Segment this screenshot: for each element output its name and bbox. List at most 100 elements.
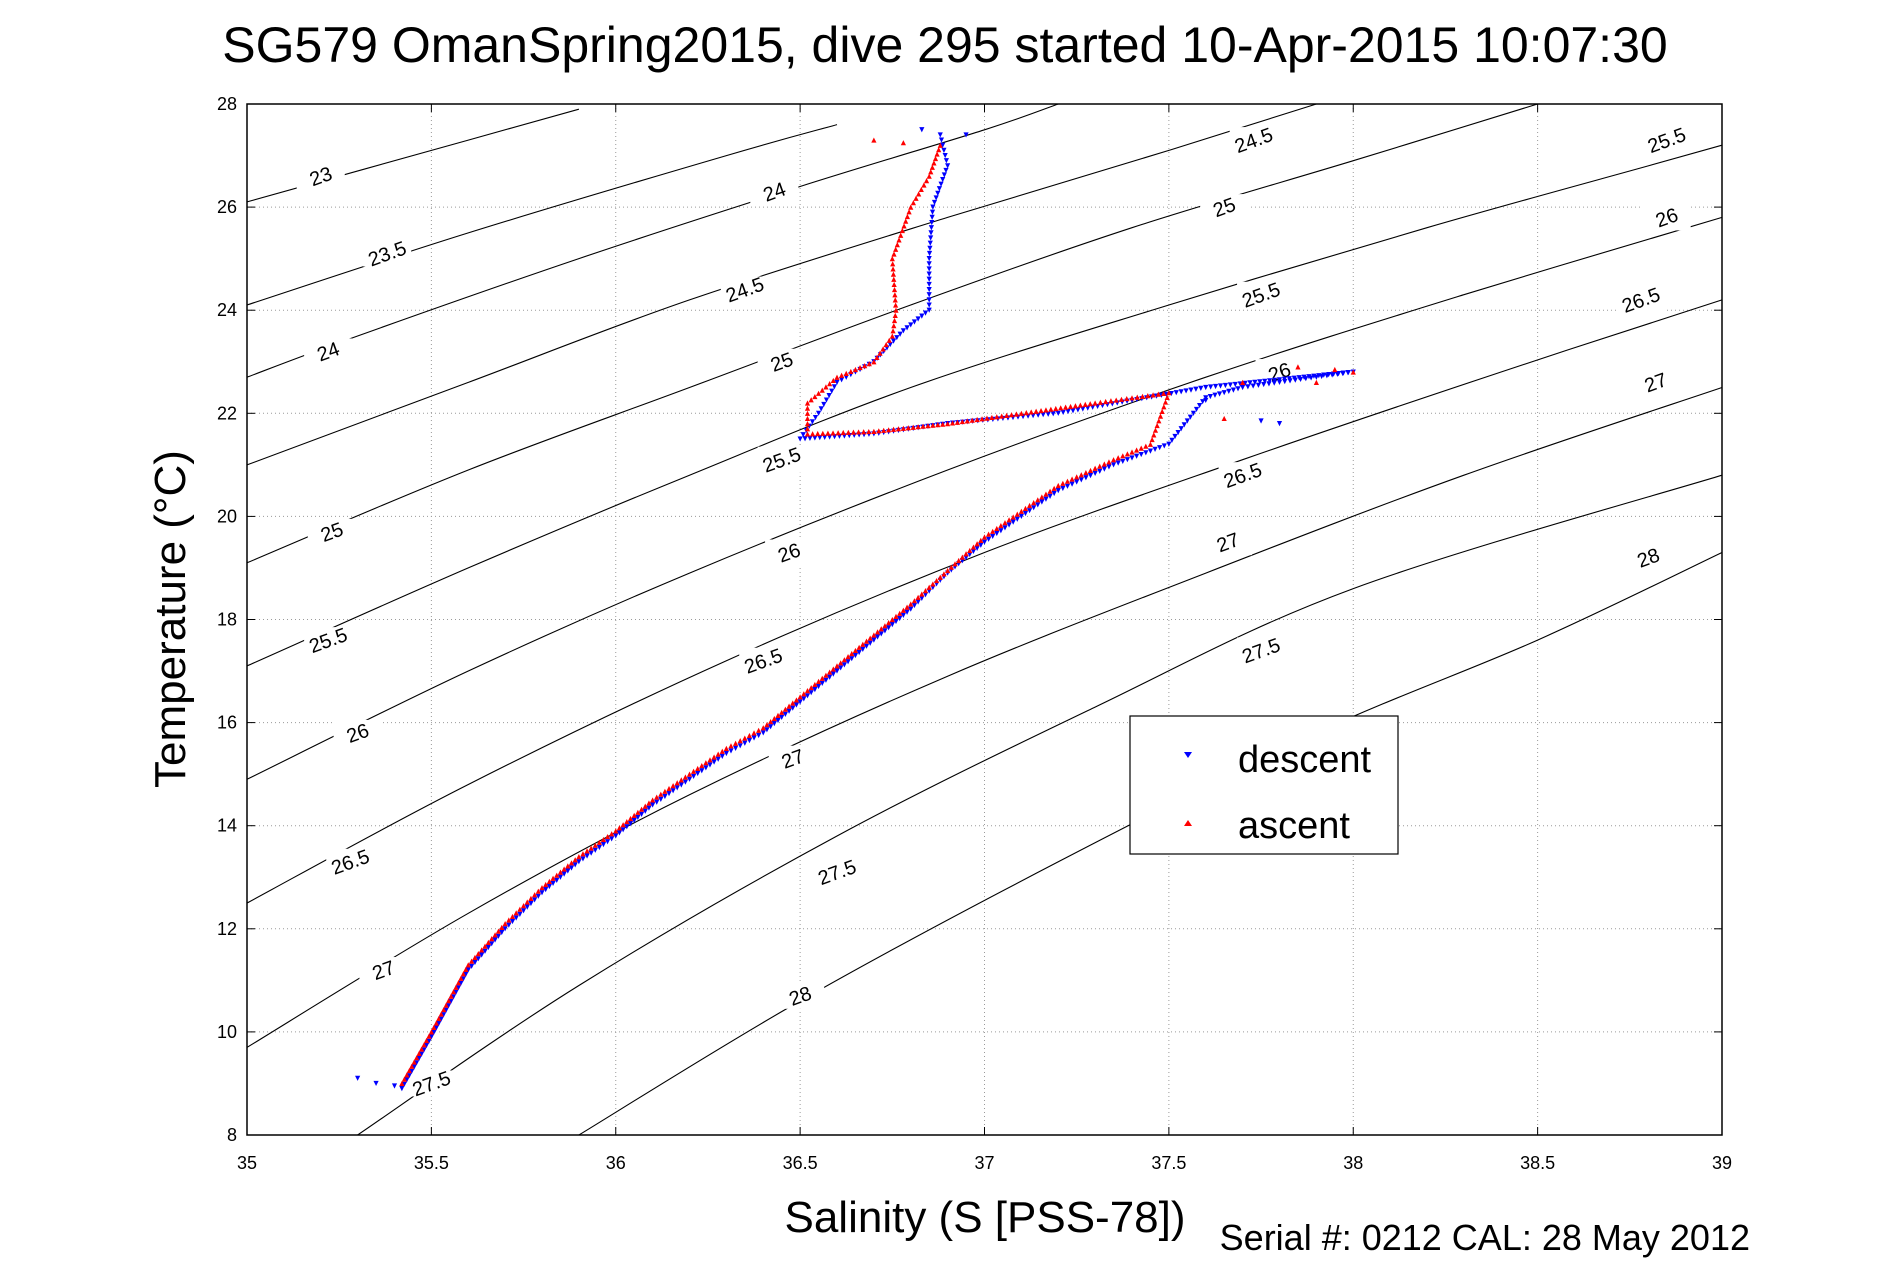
descent-point (443, 1007, 449, 1013)
descent-point (438, 1016, 444, 1022)
ascent-point (460, 971, 466, 977)
descent-point (963, 132, 969, 138)
descent-point (878, 631, 884, 637)
ascent-point (492, 932, 498, 938)
ascent-point (890, 261, 896, 267)
ascent-point (890, 426, 897, 432)
ascent-point (616, 825, 623, 831)
ascent-point (535, 888, 541, 894)
ascent-point (990, 528, 996, 534)
ascent-point (900, 607, 906, 613)
descent-point (513, 915, 519, 921)
ascent-point (1013, 411, 1020, 417)
descent-point (1060, 409, 1066, 416)
ascent-point (893, 613, 899, 620)
descent-point (1035, 502, 1041, 508)
descent-point (406, 1073, 412, 1079)
ascent-point (934, 151, 940, 157)
ascent-point (682, 774, 689, 780)
contour-label-background (296, 163, 345, 190)
descent-point (1282, 379, 1288, 385)
ascent-point (1313, 379, 1319, 385)
descent-point (414, 1060, 420, 1066)
ascent-point (926, 173, 932, 179)
descent-point (557, 874, 564, 880)
ascent-point (775, 712, 781, 718)
ascent-point (1295, 364, 1301, 370)
x-tick-label: 37 (974, 1153, 994, 1173)
ascent-point (482, 943, 488, 949)
ascent-point (949, 420, 956, 426)
ascent-point (891, 251, 897, 257)
ascent-point (465, 962, 471, 968)
descent-point (922, 592, 929, 598)
ascent-point (952, 561, 958, 567)
contour-label-background (1642, 204, 1691, 231)
ascent-point (908, 601, 914, 607)
ascent-point (974, 416, 980, 423)
ascent-point (666, 785, 672, 792)
descent-point (831, 384, 837, 390)
ascent-point (895, 426, 902, 432)
descent-point (1070, 408, 1076, 414)
descent-point (568, 865, 575, 871)
descent-point (666, 791, 672, 797)
descent-point (1222, 382, 1229, 389)
descent-point (572, 862, 578, 868)
ascent-point (804, 400, 811, 406)
density-contour-23.5 (246, 124, 838, 306)
ascent-point (893, 307, 899, 313)
descent-point (613, 833, 619, 839)
descent-point (756, 732, 762, 739)
descent-point (852, 652, 859, 659)
descent-point (565, 868, 571, 874)
descent-point (428, 1034, 434, 1040)
ascent-point (421, 1042, 427, 1048)
legend-ascent-label: ascent (1238, 805, 1350, 847)
contour-label-background (765, 539, 814, 566)
ascent-point (840, 429, 846, 436)
descent-point (926, 281, 932, 288)
ascent-point (823, 384, 829, 390)
descent-point (695, 770, 701, 777)
ascent-point (1031, 500, 1037, 506)
ascent-point (956, 557, 962, 564)
ascent-point (994, 414, 1000, 420)
descent-point (1060, 485, 1066, 492)
ascent-point (426, 1033, 432, 1039)
descent-point (1266, 381, 1272, 387)
descent-point (941, 147, 947, 153)
ascent-point (967, 547, 973, 554)
descent-point (584, 853, 590, 859)
descent-point (808, 690, 814, 696)
descent-point (1035, 412, 1041, 418)
ascent-point (981, 534, 988, 540)
x-tick-label: 38 (1343, 1153, 1363, 1173)
descent-point (475, 956, 481, 962)
ascent-point (1129, 449, 1135, 455)
density-contour-24 (246, 103, 1059, 378)
ascent-point (572, 857, 578, 863)
ascent-point (1051, 485, 1057, 491)
descent-point (479, 952, 485, 958)
ascent-point (1101, 461, 1107, 467)
descent-point (746, 738, 753, 744)
descent-point (1018, 513, 1024, 519)
descent-point (937, 132, 943, 138)
descent-point (1258, 418, 1264, 424)
y-tick-label: 20 (217, 506, 237, 526)
ascent-point (458, 975, 464, 981)
ascent-point (850, 429, 857, 435)
descent-point (1014, 516, 1020, 522)
ascent-point (489, 936, 495, 942)
descent-point (1138, 451, 1144, 458)
ascent-point (892, 292, 898, 298)
descent-point (897, 615, 903, 622)
ascent-point (1092, 400, 1098, 406)
descent-point (867, 640, 873, 646)
ascent-point (871, 428, 877, 434)
ascent-point (1166, 390, 1172, 396)
descent-point (926, 250, 933, 257)
descent-point (524, 904, 530, 910)
descent-point (856, 649, 862, 656)
